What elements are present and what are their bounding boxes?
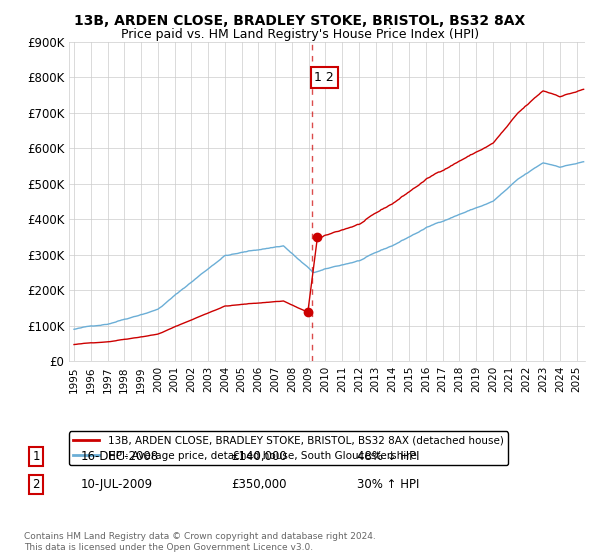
Text: 30% ↑ HPI: 30% ↑ HPI bbox=[357, 478, 419, 491]
Text: 1: 1 bbox=[32, 450, 40, 463]
Text: £350,000: £350,000 bbox=[231, 478, 287, 491]
Text: 2: 2 bbox=[32, 478, 40, 491]
Text: 16-DEC-2008: 16-DEC-2008 bbox=[81, 450, 159, 463]
Text: 1 2: 1 2 bbox=[314, 71, 334, 84]
Text: Contains HM Land Registry data © Crown copyright and database right 2024.
This d: Contains HM Land Registry data © Crown c… bbox=[24, 532, 376, 552]
Text: £140,000: £140,000 bbox=[231, 450, 287, 463]
Text: 13B, ARDEN CLOSE, BRADLEY STOKE, BRISTOL, BS32 8AX: 13B, ARDEN CLOSE, BRADLEY STOKE, BRISTOL… bbox=[74, 14, 526, 28]
Text: Price paid vs. HM Land Registry's House Price Index (HPI): Price paid vs. HM Land Registry's House … bbox=[121, 28, 479, 41]
Text: 48% ↓ HPI: 48% ↓ HPI bbox=[357, 450, 419, 463]
Text: 10-JUL-2009: 10-JUL-2009 bbox=[81, 478, 153, 491]
Legend: 13B, ARDEN CLOSE, BRADLEY STOKE, BRISTOL, BS32 8AX (detached house), HPI: Averag: 13B, ARDEN CLOSE, BRADLEY STOKE, BRISTOL… bbox=[69, 431, 508, 465]
